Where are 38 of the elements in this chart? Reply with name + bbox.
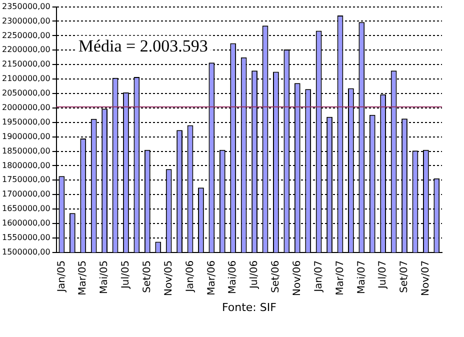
y-tick-label: 2250000,00	[2, 30, 50, 40]
y-tick-label: 2100000,00	[2, 74, 50, 84]
x-tick-label: Jan/06	[184, 260, 196, 293]
y-tick-label: 2200000,00	[2, 45, 50, 54]
y-tick-label: 1600000,00	[2, 218, 50, 228]
x-tick-label: Set/07	[399, 260, 410, 293]
x-tick-label: Nov/07	[420, 260, 432, 296]
x-tick-label: Jan/05	[56, 260, 68, 293]
x-tick-label: Mar/06	[206, 260, 218, 296]
x-tick-label: Set/05	[142, 260, 153, 293]
x-tick-label: Jul/07	[378, 260, 389, 290]
x-tick-label: Nov/06	[292, 260, 303, 296]
y-tick-label: 2150000,00	[2, 60, 50, 69]
x-tick-label: Jul/06	[249, 260, 260, 290]
annotation: Média = 2.003.593	[78, 36, 208, 56]
x-tick-label: Mai/05	[99, 260, 110, 294]
y-tick-label: 1700000,00	[2, 190, 50, 199]
y-tick-label: 1950000,00	[2, 117, 50, 126]
x-tick-label: Jan/07	[313, 260, 324, 293]
x-tick-label: Jul/05	[120, 260, 132, 290]
x-tick-label: Mar/05	[78, 260, 89, 296]
y-tick-label: 1900000,00	[2, 132, 50, 141]
y-tick-label: 1550000,00	[2, 233, 50, 242]
y-tick-label: 1800000,00	[2, 160, 50, 170]
source-note: Fonte: SIF	[222, 301, 276, 314]
x-tick-label: Set/06	[270, 260, 282, 293]
x-tick-label: Nov/05	[163, 260, 174, 296]
y-tick-label: 1850000,00	[2, 146, 50, 156]
y-tick-label: 1750000,00	[2, 175, 50, 184]
y-tick-label: 2000000,00	[2, 103, 50, 112]
x-tick-label: Mai/06	[228, 260, 239, 294]
y-tick-label: 1500000,00	[2, 247, 50, 256]
y-tick-label: 2050000,00	[2, 88, 50, 98]
x-tick-label: Mar/07	[334, 260, 346, 296]
x-tick-label: Mai/07	[356, 260, 368, 294]
y-tick-label: 2350000,00	[2, 2, 50, 11]
y-tick-label: 1650000,00	[2, 204, 50, 214]
y-tick-label: 2300000,00	[2, 16, 50, 26]
